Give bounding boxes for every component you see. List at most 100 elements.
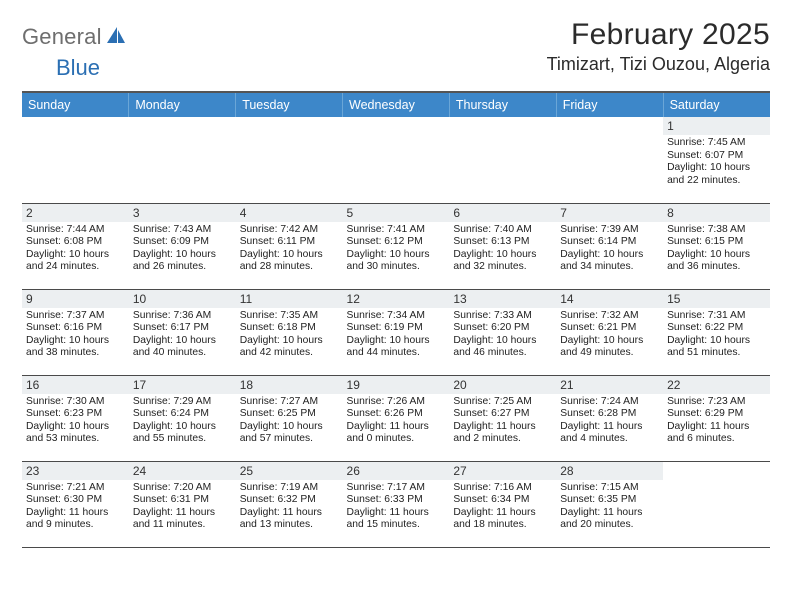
daylight-text: Daylight: 11 hours and 2 minutes. [453, 421, 552, 446]
calendar-week-row: 1Sunrise: 7:45 AMSunset: 6:07 PMDaylight… [22, 117, 770, 203]
day-detail: Sunrise: 7:19 AMSunset: 6:32 PMDaylight:… [236, 480, 343, 532]
daylight-text: Daylight: 11 hours and 0 minutes. [347, 421, 446, 446]
calendar-cell: 4Sunrise: 7:42 AMSunset: 6:11 PMDaylight… [236, 203, 343, 289]
calendar-cell [663, 461, 770, 547]
day-detail: Sunrise: 7:27 AMSunset: 6:25 PMDaylight:… [236, 394, 343, 446]
calendar-cell: 7Sunrise: 7:39 AMSunset: 6:14 PMDaylight… [556, 203, 663, 289]
day-detail: Sunrise: 7:30 AMSunset: 6:23 PMDaylight:… [22, 394, 129, 446]
sunrise-text: Sunrise: 7:42 AM [240, 224, 339, 237]
calendar-cell: 1Sunrise: 7:45 AMSunset: 6:07 PMDaylight… [663, 117, 770, 203]
calendar-cell: 25Sunrise: 7:19 AMSunset: 6:32 PMDayligh… [236, 461, 343, 547]
day-number: 24 [129, 462, 236, 480]
day-number: 7 [556, 204, 663, 222]
sunrise-text: Sunrise: 7:24 AM [560, 396, 659, 409]
day-detail: Sunrise: 7:17 AMSunset: 6:33 PMDaylight:… [343, 480, 450, 532]
sunrise-text: Sunrise: 7:39 AM [560, 224, 659, 237]
sunset-text: Sunset: 6:15 PM [667, 236, 766, 249]
calendar-cell: 24Sunrise: 7:20 AMSunset: 6:31 PMDayligh… [129, 461, 236, 547]
calendar-cell: 19Sunrise: 7:26 AMSunset: 6:26 PMDayligh… [343, 375, 450, 461]
sunrise-text: Sunrise: 7:35 AM [240, 310, 339, 323]
sunset-text: Sunset: 6:11 PM [240, 236, 339, 249]
sunset-text: Sunset: 6:21 PM [560, 322, 659, 335]
day-detail: Sunrise: 7:23 AMSunset: 6:29 PMDaylight:… [663, 394, 770, 446]
calendar-cell: 26Sunrise: 7:17 AMSunset: 6:33 PMDayligh… [343, 461, 450, 547]
day-number: 26 [343, 462, 450, 480]
day-detail: Sunrise: 7:31 AMSunset: 6:22 PMDaylight:… [663, 308, 770, 360]
calendar-cell: 8Sunrise: 7:38 AMSunset: 6:15 PMDaylight… [663, 203, 770, 289]
day-number: 22 [663, 376, 770, 394]
day-detail: Sunrise: 7:24 AMSunset: 6:28 PMDaylight:… [556, 394, 663, 446]
calendar-page: General February 2025 Timizart, Tizi Ouz… [0, 0, 792, 548]
day-detail: Sunrise: 7:42 AMSunset: 6:11 PMDaylight:… [236, 222, 343, 274]
day-number: 14 [556, 290, 663, 308]
sail-icon [106, 26, 126, 49]
sunset-text: Sunset: 6:28 PM [560, 408, 659, 421]
day-number: 17 [129, 376, 236, 394]
calendar-cell: 22Sunrise: 7:23 AMSunset: 6:29 PMDayligh… [663, 375, 770, 461]
day-detail: Sunrise: 7:34 AMSunset: 6:19 PMDaylight:… [343, 308, 450, 360]
daylight-text: Daylight: 10 hours and 40 minutes. [133, 335, 232, 360]
day-detail: Sunrise: 7:35 AMSunset: 6:18 PMDaylight:… [236, 308, 343, 360]
sunrise-text: Sunrise: 7:38 AM [667, 224, 766, 237]
logo-text-general: General [22, 24, 102, 50]
sunset-text: Sunset: 6:12 PM [347, 236, 446, 249]
daylight-text: Daylight: 11 hours and 9 minutes. [26, 507, 125, 532]
sunrise-text: Sunrise: 7:17 AM [347, 482, 446, 495]
day-number: 9 [22, 290, 129, 308]
weekday-sunday: Sunday [22, 93, 129, 117]
daylight-text: Daylight: 10 hours and 22 minutes. [667, 162, 766, 187]
sunrise-text: Sunrise: 7:40 AM [453, 224, 552, 237]
calendar-cell: 6Sunrise: 7:40 AMSunset: 6:13 PMDaylight… [449, 203, 556, 289]
sunrise-text: Sunrise: 7:15 AM [560, 482, 659, 495]
daylight-text: Daylight: 11 hours and 4 minutes. [560, 421, 659, 446]
daylight-text: Daylight: 10 hours and 46 minutes. [453, 335, 552, 360]
sunset-text: Sunset: 6:33 PM [347, 494, 446, 507]
day-number: 15 [663, 290, 770, 308]
calendar-week-row: 2Sunrise: 7:44 AMSunset: 6:08 PMDaylight… [22, 203, 770, 289]
calendar-cell: 16Sunrise: 7:30 AMSunset: 6:23 PMDayligh… [22, 375, 129, 461]
day-detail: Sunrise: 7:25 AMSunset: 6:27 PMDaylight:… [449, 394, 556, 446]
daylight-text: Daylight: 11 hours and 15 minutes. [347, 507, 446, 532]
sunrise-text: Sunrise: 7:36 AM [133, 310, 232, 323]
sunset-text: Sunset: 6:29 PM [667, 408, 766, 421]
weekday-thursday: Thursday [449, 93, 556, 117]
sunset-text: Sunset: 6:08 PM [26, 236, 125, 249]
daylight-text: Daylight: 11 hours and 18 minutes. [453, 507, 552, 532]
day-detail: Sunrise: 7:33 AMSunset: 6:20 PMDaylight:… [449, 308, 556, 360]
day-number: 8 [663, 204, 770, 222]
sunrise-text: Sunrise: 7:34 AM [347, 310, 446, 323]
day-number: 23 [22, 462, 129, 480]
sunset-text: Sunset: 6:32 PM [240, 494, 339, 507]
day-number: 11 [236, 290, 343, 308]
day-number: 5 [343, 204, 450, 222]
calendar-cell: 12Sunrise: 7:34 AMSunset: 6:19 PMDayligh… [343, 289, 450, 375]
calendar-cell: 17Sunrise: 7:29 AMSunset: 6:24 PMDayligh… [129, 375, 236, 461]
sunrise-text: Sunrise: 7:30 AM [26, 396, 125, 409]
calendar-week-row: 23Sunrise: 7:21 AMSunset: 6:30 PMDayligh… [22, 461, 770, 547]
weekday-monday: Monday [129, 93, 236, 117]
sunrise-text: Sunrise: 7:19 AM [240, 482, 339, 495]
day-detail: Sunrise: 7:21 AMSunset: 6:30 PMDaylight:… [22, 480, 129, 532]
calendar-cell [556, 117, 663, 203]
sunset-text: Sunset: 6:19 PM [347, 322, 446, 335]
sunset-text: Sunset: 6:20 PM [453, 322, 552, 335]
calendar-cell: 23Sunrise: 7:21 AMSunset: 6:30 PMDayligh… [22, 461, 129, 547]
day-detail: Sunrise: 7:43 AMSunset: 6:09 PMDaylight:… [129, 222, 236, 274]
day-number: 12 [343, 290, 450, 308]
daylight-text: Daylight: 10 hours and 28 minutes. [240, 249, 339, 274]
day-number: 16 [22, 376, 129, 394]
weekday-wednesday: Wednesday [343, 93, 450, 117]
sunset-text: Sunset: 6:26 PM [347, 408, 446, 421]
sunset-text: Sunset: 6:23 PM [26, 408, 125, 421]
calendar-cell [236, 117, 343, 203]
day-detail: Sunrise: 7:15 AMSunset: 6:35 PMDaylight:… [556, 480, 663, 532]
sunrise-text: Sunrise: 7:23 AM [667, 396, 766, 409]
calendar-cell: 15Sunrise: 7:31 AMSunset: 6:22 PMDayligh… [663, 289, 770, 375]
day-number: 25 [236, 462, 343, 480]
daylight-text: Daylight: 10 hours and 49 minutes. [560, 335, 659, 360]
day-detail: Sunrise: 7:39 AMSunset: 6:14 PMDaylight:… [556, 222, 663, 274]
day-number: 2 [22, 204, 129, 222]
sunrise-text: Sunrise: 7:25 AM [453, 396, 552, 409]
sunrise-text: Sunrise: 7:33 AM [453, 310, 552, 323]
calendar-cell [343, 117, 450, 203]
